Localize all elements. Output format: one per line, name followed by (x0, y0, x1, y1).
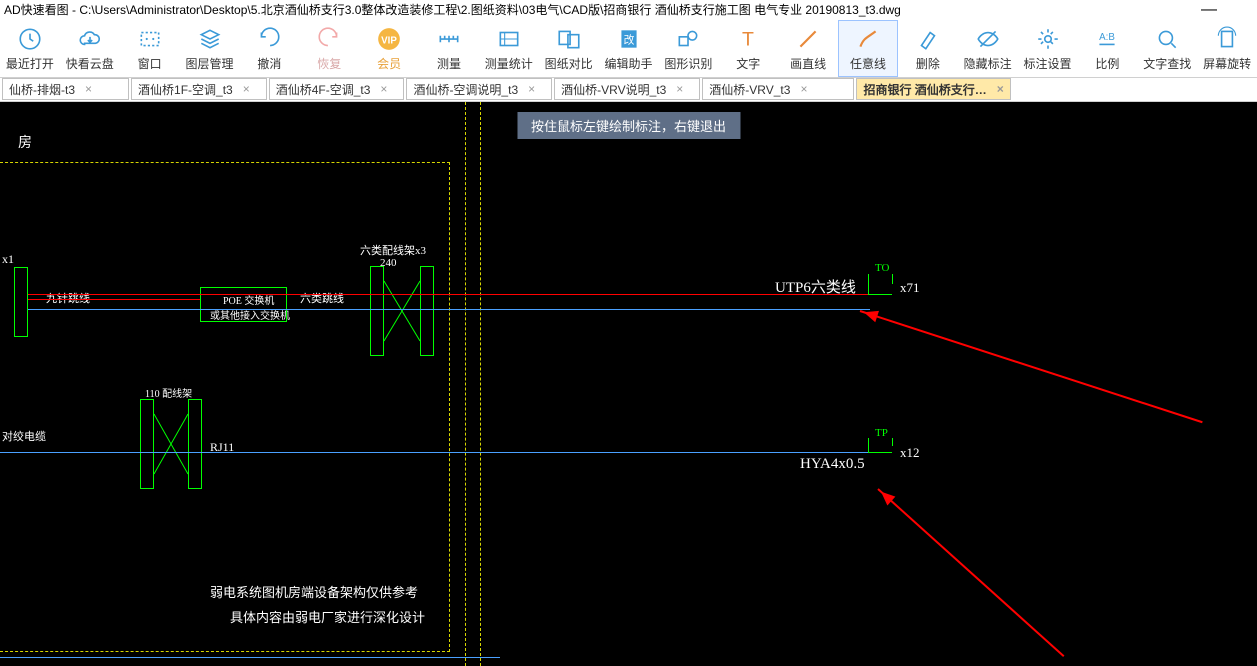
layer-icon (197, 25, 223, 53)
undo-icon (256, 25, 282, 53)
tab-close-icon[interactable]: × (380, 82, 387, 96)
blue-top (28, 309, 870, 310)
gear-icon (1035, 25, 1061, 53)
box-c (420, 266, 434, 356)
tab-close-icon[interactable]: × (243, 82, 250, 96)
box-e (188, 399, 202, 489)
compare-icon (556, 25, 582, 53)
dash-v2 (480, 102, 481, 666)
undo-button[interactable]: 撤消 (239, 20, 299, 77)
redo-button[interactable]: 恢复 (299, 20, 359, 77)
scale-button[interactable]: A:B 比例 (1077, 20, 1137, 77)
measure-button[interactable]: 测量 (419, 20, 479, 77)
ruler-stat-icon (496, 25, 522, 53)
cloud-icon (77, 25, 103, 53)
text-button[interactable]: T 文字 (718, 20, 778, 77)
del-button[interactable]: 删除 (898, 20, 958, 77)
vip-button[interactable]: VIP 会员 (359, 20, 419, 77)
window-button[interactable]: 窗口 (120, 20, 180, 77)
edit-button[interactable]: 改 编辑助手 (599, 20, 659, 77)
to-tick-v (868, 274, 869, 294)
room-boundary (0, 162, 450, 652)
find-button[interactable]: 文字查找 (1137, 20, 1197, 77)
tp-tick (868, 452, 892, 453)
box-a (14, 267, 28, 337)
vip-icon: VIP (376, 25, 402, 53)
redo-icon (316, 25, 342, 53)
layer-button[interactable]: 图层管理 (180, 20, 240, 77)
compare-button[interactable]: 图纸对比 (539, 20, 599, 77)
tab-close-icon[interactable]: × (997, 82, 1004, 96)
eye-off-icon (975, 25, 1001, 53)
to-label: TO (875, 262, 889, 274)
scale-icon: A:B (1094, 25, 1120, 53)
ruler-icon (436, 25, 462, 53)
line-button[interactable]: 画直线 (778, 20, 838, 77)
edit-icon: 改 (616, 25, 642, 53)
tab[interactable]: 酒仙桥-VRV说明_t3× (554, 78, 700, 100)
tab[interactable]: 酒仙桥1F-空调_t3× (131, 78, 267, 100)
x12-label: x12 (900, 445, 920, 461)
to-tick-v2 (892, 274, 893, 284)
dash-v1 (465, 102, 466, 666)
mstat-button[interactable]: 测量统计 (479, 20, 539, 77)
sym-x2 (154, 399, 188, 489)
to-tick (868, 294, 892, 295)
hint-bar: 按住鼠标左键绘制标注，右键退出 (517, 112, 740, 139)
red-sub (28, 299, 200, 300)
recog-button[interactable]: 图形识别 (658, 20, 718, 77)
rotate-icon (1214, 25, 1240, 53)
tp-label: TP (875, 427, 888, 439)
tab[interactable]: 酒仙桥-VRV_t3× (702, 78, 854, 100)
tab[interactable]: 酒仙桥-空调说明_t3× (406, 78, 552, 100)
svg-text:改: 改 (623, 32, 634, 46)
tab-close-icon[interactable]: × (85, 82, 92, 96)
arrow-2 (877, 488, 1064, 657)
anyline-button[interactable]: 任意线 (838, 20, 898, 77)
text-icon: T (735, 25, 761, 53)
clock-icon (17, 25, 43, 53)
blue-bottom (0, 657, 500, 658)
tab-close-icon[interactable]: × (800, 82, 807, 96)
recent-button[interactable]: 最近打开 (0, 20, 60, 77)
cad-canvas[interactable]: 按住鼠标左键绘制标注，右键退出 房 x1 六类配线架x3 240 九针跳线 PO… (0, 102, 1257, 666)
tab[interactable]: 招商银行 酒仙桥支行…× (856, 78, 1010, 100)
toolbar: 最近打开 快看云盘 窗口 图层管理 撤消 恢复 VIP 会员 测量 测量统计 图… (0, 20, 1257, 78)
box-d (140, 399, 154, 489)
tab-close-icon[interactable]: × (528, 82, 535, 96)
title-bar: AD快速看图 - C:\Users\Administrator\Desktop\… (0, 0, 1257, 20)
line-icon (795, 25, 821, 53)
box-b (370, 266, 384, 356)
search-icon (1154, 25, 1180, 53)
tab[interactable]: 仙桥-排烟-t3× (2, 78, 129, 100)
window-icon (137, 25, 163, 53)
cloud-button[interactable]: 快看云盘 (60, 20, 120, 77)
svg-text:VIP: VIP (381, 35, 397, 46)
utp-line (28, 294, 868, 295)
sym-x1 (384, 266, 420, 356)
hya-label: HYA4x0.5 (800, 456, 865, 473)
svg-text:A:B: A:B (1100, 32, 1116, 43)
app-title: AD快速看图 - C:\Users\Administrator\Desktop\… (4, 3, 901, 17)
svg-text:T: T (742, 29, 754, 51)
shape-icon (675, 25, 701, 53)
tp-tick-v2 (892, 438, 893, 446)
tab-bar: 仙桥-排烟-t3×酒仙桥1F-空调_t3×酒仙桥4F-空调_t3×酒仙桥-空调说… (0, 78, 1257, 102)
eraser-icon (915, 25, 941, 53)
box-poe (200, 287, 287, 322)
window-minimize[interactable]: — (1201, 0, 1217, 20)
setting-button[interactable]: 标注设置 (1018, 20, 1078, 77)
tp-tick-v (868, 438, 869, 452)
arrow-1 (860, 310, 1203, 423)
room-label: 房 (18, 132, 32, 152)
blue-hya (0, 452, 870, 453)
tab[interactable]: 酒仙桥4F-空调_t3× (269, 78, 405, 100)
hide-button[interactable]: 隐藏标注 (958, 20, 1018, 77)
x71-label: x71 (900, 280, 920, 296)
rotate-button[interactable]: 屏幕旋转 (1197, 20, 1257, 77)
tab-close-icon[interactable]: × (676, 82, 683, 96)
pencil-icon (855, 25, 881, 53)
